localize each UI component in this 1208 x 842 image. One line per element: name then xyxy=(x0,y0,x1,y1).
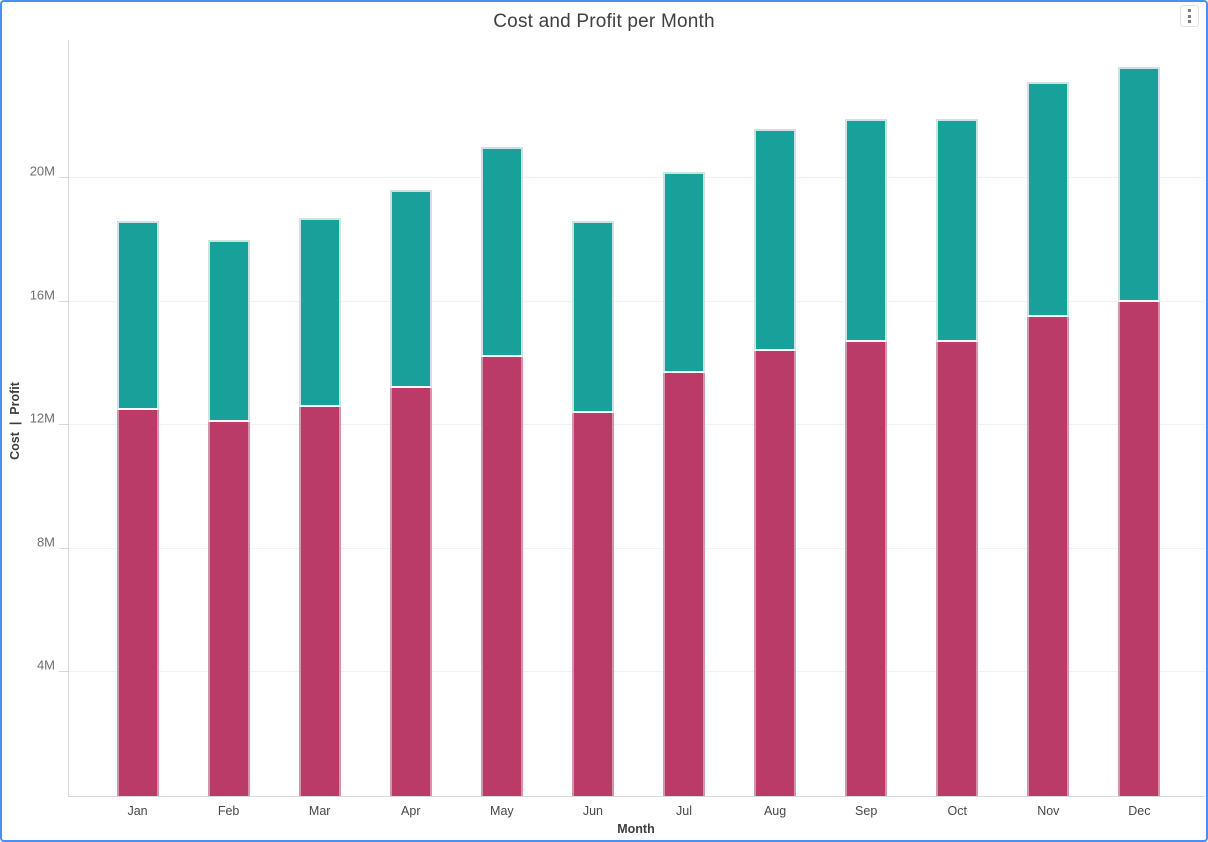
y-axis-tick-label: 8M xyxy=(36,534,55,550)
x-axis-tick-label: Apr xyxy=(401,804,421,818)
profit-bar-segment[interactable] xyxy=(207,239,250,423)
cost-bar-segment[interactable] xyxy=(936,341,979,796)
profit-bar-segment[interactable] xyxy=(298,218,341,407)
gridline xyxy=(69,547,1205,549)
y-axis-tick xyxy=(59,547,68,549)
stacked-bar-aug xyxy=(754,128,797,796)
profit-bar-segment[interactable] xyxy=(845,119,888,342)
x-axis-tick-label: Jun xyxy=(582,804,603,818)
bars-container: Jan Feb Mar Apr May Jun Jul Aug Sep Oct Nov Dec xyxy=(92,40,1185,818)
kebab-menu-button[interactable] xyxy=(1180,5,1199,27)
x-axis-tick-label: Mar xyxy=(308,804,331,818)
y-axis-tick xyxy=(59,424,68,426)
stacked-bar-mar xyxy=(298,218,341,796)
category-cell: Feb xyxy=(183,40,274,818)
cost-bar-segment[interactable] xyxy=(298,406,341,796)
plot-area: 4M 8M 12M 16M 20M Jan Feb Mar Apr May Jun Jul Aug Se… xyxy=(30,40,1205,818)
y-axis-tick-label: 16M xyxy=(29,287,55,303)
x-axis-tick-label: Jul xyxy=(676,804,692,818)
chart-title: Cost and Profit per Month xyxy=(493,11,715,32)
kebab-vertical-icon xyxy=(1188,9,1191,12)
stacked-bar-apr xyxy=(389,190,432,796)
profit-bar-segment[interactable] xyxy=(1118,66,1161,302)
stacked-bar-may xyxy=(480,147,523,796)
x-axis-tick-label: Jan xyxy=(127,804,148,818)
x-axis-tick-label: Sep xyxy=(855,804,878,818)
cost-bar-segment[interactable] xyxy=(116,409,159,796)
x-axis-tick-label: Oct xyxy=(947,804,967,818)
cost-bar-segment[interactable] xyxy=(1118,301,1161,796)
profit-bar-segment[interactable] xyxy=(936,119,979,342)
stacked-bar-sep xyxy=(845,119,888,796)
stacked-bar-oct xyxy=(936,119,979,796)
category-cell: Apr xyxy=(365,40,456,818)
cost-bar-segment[interactable] xyxy=(571,412,614,796)
cost-bar-segment[interactable] xyxy=(1027,317,1070,796)
category-cell: Oct xyxy=(912,40,1003,818)
stacked-bar-jan xyxy=(116,221,159,796)
x-axis-tick-label: Nov xyxy=(1037,804,1060,818)
category-cell: Nov xyxy=(1003,40,1094,818)
cost-bar-segment[interactable] xyxy=(389,388,432,796)
stacked-bar-nov xyxy=(1027,82,1070,796)
y-axis-tick xyxy=(59,177,68,178)
y-axis-tick-label: 12M xyxy=(29,410,55,426)
category-cell: May xyxy=(456,40,547,818)
stacked-bar-jul xyxy=(663,171,705,796)
profit-bar-segment[interactable] xyxy=(571,221,614,413)
category-cell: Jan xyxy=(92,40,183,818)
x-axis-title: Month xyxy=(617,822,655,836)
gridline xyxy=(69,300,1205,302)
gridline xyxy=(69,424,1205,426)
gridline xyxy=(69,177,1205,178)
profit-bar-segment[interactable] xyxy=(389,190,432,389)
profit-bar-segment[interactable] xyxy=(480,147,523,358)
category-cell: Dec xyxy=(1094,40,1185,818)
gridline xyxy=(69,671,1205,673)
x-axis-tick-label: Feb xyxy=(217,804,240,818)
profit-bar-segment[interactable] xyxy=(663,171,705,373)
cost-bar-segment[interactable] xyxy=(207,422,250,796)
profit-bar-segment[interactable] xyxy=(116,221,159,410)
profit-bar-segment[interactable] xyxy=(754,128,797,352)
profit-bar-segment[interactable] xyxy=(1027,82,1070,318)
y-axis-tick xyxy=(59,671,68,673)
y-axis-tick-label: 4M xyxy=(36,657,55,673)
cost-bar-segment[interactable] xyxy=(845,341,888,796)
category-cell: Jun xyxy=(547,40,638,818)
category-cell: Sep xyxy=(821,40,912,818)
y-axis-tick-label: 20M xyxy=(29,163,55,179)
x-axis-tick-label: Aug xyxy=(763,804,787,818)
stacked-bar-jun xyxy=(571,221,614,796)
category-cell: Mar xyxy=(274,40,365,818)
cost-bar-segment[interactable] xyxy=(480,357,523,796)
kebab-vertical-icon xyxy=(1188,14,1191,18)
cost-bar-segment[interactable] xyxy=(663,372,705,796)
category-cell: Jul xyxy=(638,40,729,818)
x-axis-tick-label: Dec xyxy=(1128,804,1151,818)
stacked-bar-feb xyxy=(207,239,250,796)
kebab-vertical-icon xyxy=(1188,20,1191,23)
x-axis-tick-label: May xyxy=(490,804,514,818)
y-axis-title: Cost | Profit xyxy=(8,382,22,460)
category-cell: Aug xyxy=(730,40,821,818)
y-axis-tick xyxy=(59,300,68,302)
stacked-bar-dec xyxy=(1118,66,1161,796)
cost-bar-segment[interactable] xyxy=(754,351,797,796)
